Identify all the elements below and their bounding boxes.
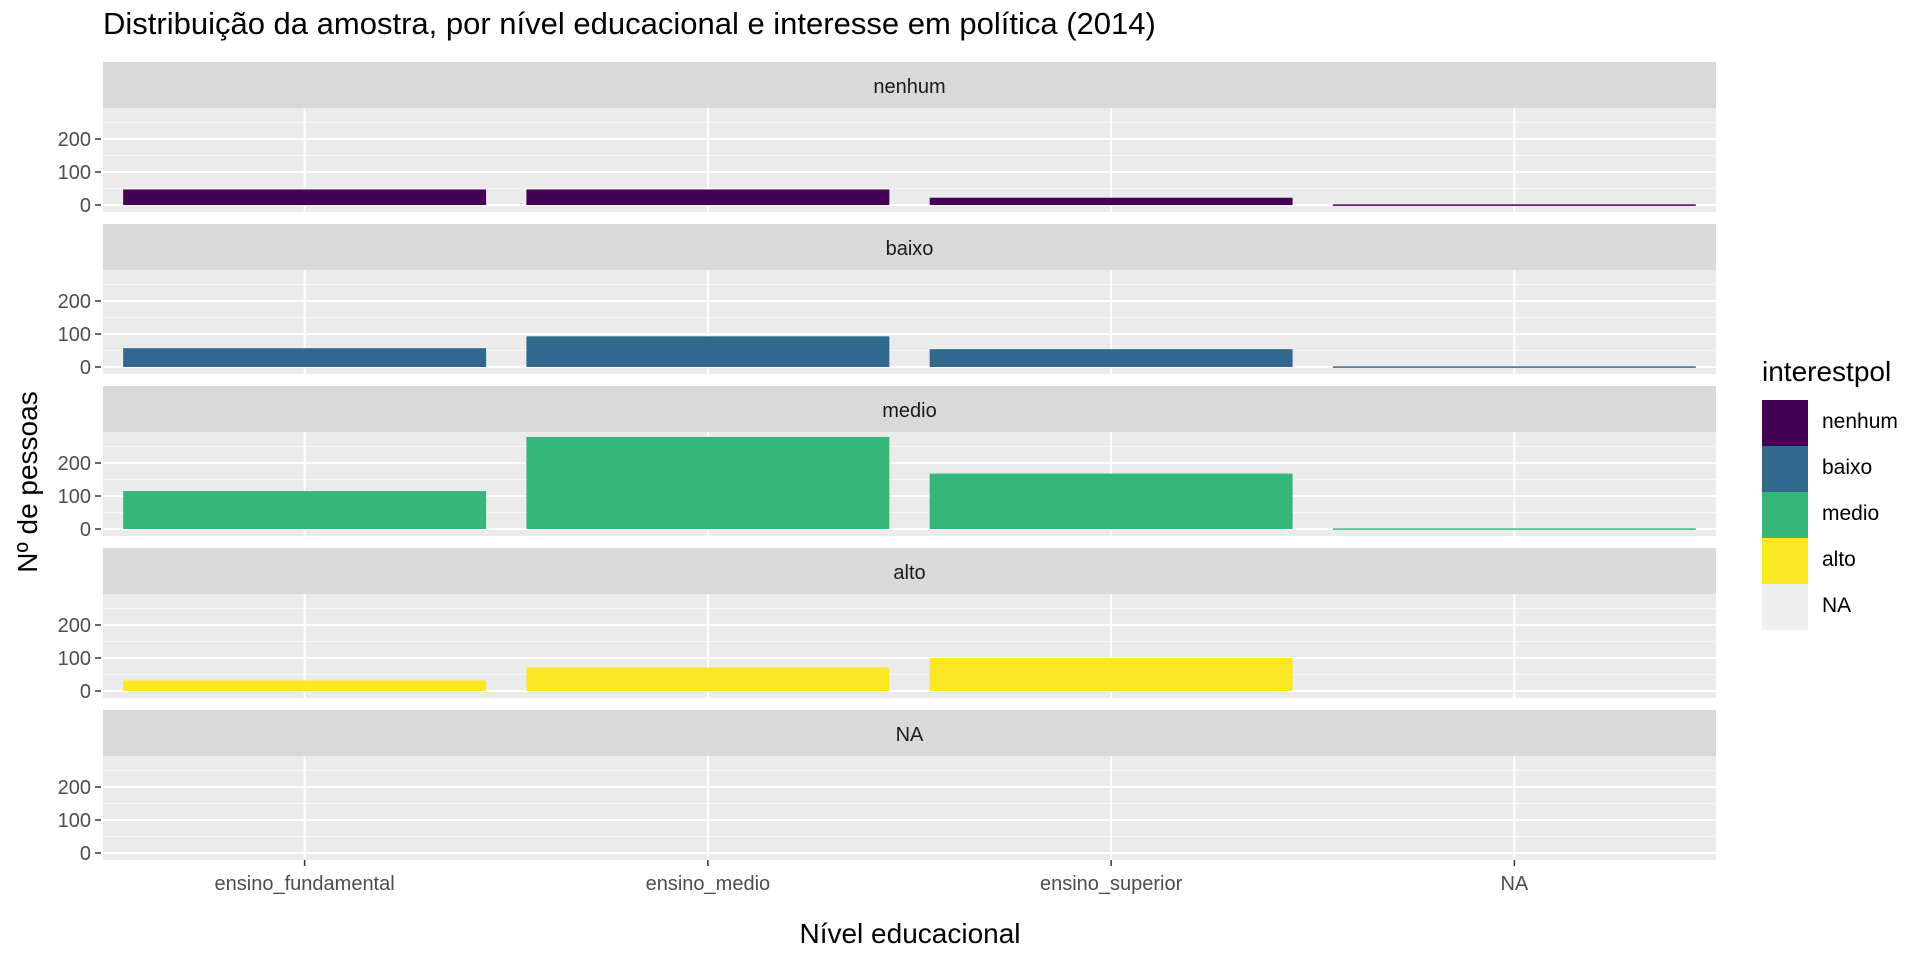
- bar-baixo-ensino_medio: [526, 336, 890, 367]
- legend-item: NA: [1762, 584, 1912, 630]
- y-axis-label: Nº de pessoas: [12, 391, 43, 573]
- facet-strip-label: baixo: [886, 238, 934, 260]
- bar-medio-ensino_fundamental: [123, 491, 487, 529]
- legend-swatch: [1762, 492, 1808, 538]
- bar-medio-ensino_medio: [526, 436, 890, 529]
- y-tick-label: 100: [58, 324, 91, 346]
- bar-baixo-NA: [1332, 366, 1696, 368]
- legend-item: baixo: [1762, 446, 1912, 492]
- facet-strip: [103, 224, 1716, 270]
- y-tick-label: 0: [80, 681, 91, 703]
- y-tick-label: 0: [80, 843, 91, 865]
- facet-strip-label: nenhum: [873, 76, 945, 98]
- y-tick-label: 200: [58, 291, 91, 313]
- legend-swatch: [1762, 584, 1808, 630]
- facet-strip: [103, 710, 1716, 756]
- bar-nenhum-ensino_medio: [526, 189, 890, 205]
- y-tick-label: 200: [58, 777, 91, 799]
- legend-swatch: [1762, 538, 1808, 584]
- chart-title: Distribuição da amostra, por nível educa…: [103, 6, 1156, 41]
- legend-item: medio: [1762, 492, 1912, 538]
- legend-label: nenhum: [1822, 410, 1898, 433]
- y-tick-label: 100: [58, 648, 91, 670]
- y-tick-label: 0: [80, 357, 91, 379]
- x-tick-label: NA: [1500, 873, 1528, 895]
- legend-swatch: [1762, 400, 1808, 446]
- facet-strip: [103, 386, 1716, 432]
- legend-title: interestpol: [1762, 356, 1892, 387]
- x-axis-label: Nível educacional: [799, 918, 1021, 949]
- legend-swatch: [1762, 446, 1808, 492]
- y-tick-label: 200: [58, 453, 91, 475]
- y-tick-label: 200: [58, 129, 91, 151]
- y-tick-label: 100: [58, 810, 91, 832]
- bar-alto-ensino_fundamental: [123, 680, 487, 691]
- legend-label: alto: [1822, 548, 1856, 571]
- bar-nenhum-ensino_fundamental: [123, 189, 487, 205]
- x-tick-label: ensino_fundamental: [215, 873, 395, 895]
- y-tick-label: 100: [58, 486, 91, 508]
- y-tick-label: 100: [58, 162, 91, 184]
- facet-strip: [103, 62, 1716, 108]
- bar-alto-ensino_medio: [526, 667, 890, 691]
- legend-label: baixo: [1822, 456, 1873, 479]
- x-tick-label: ensino_medio: [646, 873, 771, 895]
- facet-strip: [103, 548, 1716, 594]
- bar-baixo-ensino_fundamental: [123, 348, 487, 367]
- legend-label: medio: [1822, 502, 1880, 525]
- facet-strip-label: alto: [893, 562, 925, 584]
- x-tick-label: ensino_superior: [1040, 873, 1183, 895]
- y-tick-label: 200: [58, 615, 91, 637]
- bar-medio-NA: [1332, 528, 1696, 530]
- panel-background: [103, 756, 1716, 860]
- y-tick-label: 0: [80, 195, 91, 217]
- bar-baixo-ensino_superior: [929, 349, 1293, 367]
- bar-alto-ensino_superior: [929, 658, 1293, 691]
- facet-strip-label: NA: [896, 724, 924, 746]
- facet-strip-label: medio: [882, 400, 936, 422]
- legend-item: alto: [1762, 538, 1912, 584]
- legend-item: nenhum: [1762, 400, 1912, 446]
- y-tick-label: 0: [80, 519, 91, 541]
- bar-nenhum-NA: [1332, 204, 1696, 206]
- bar-medio-ensino_superior: [929, 473, 1293, 529]
- bar-nenhum-ensino_superior: [929, 197, 1293, 205]
- legend-label: NA: [1822, 594, 1852, 617]
